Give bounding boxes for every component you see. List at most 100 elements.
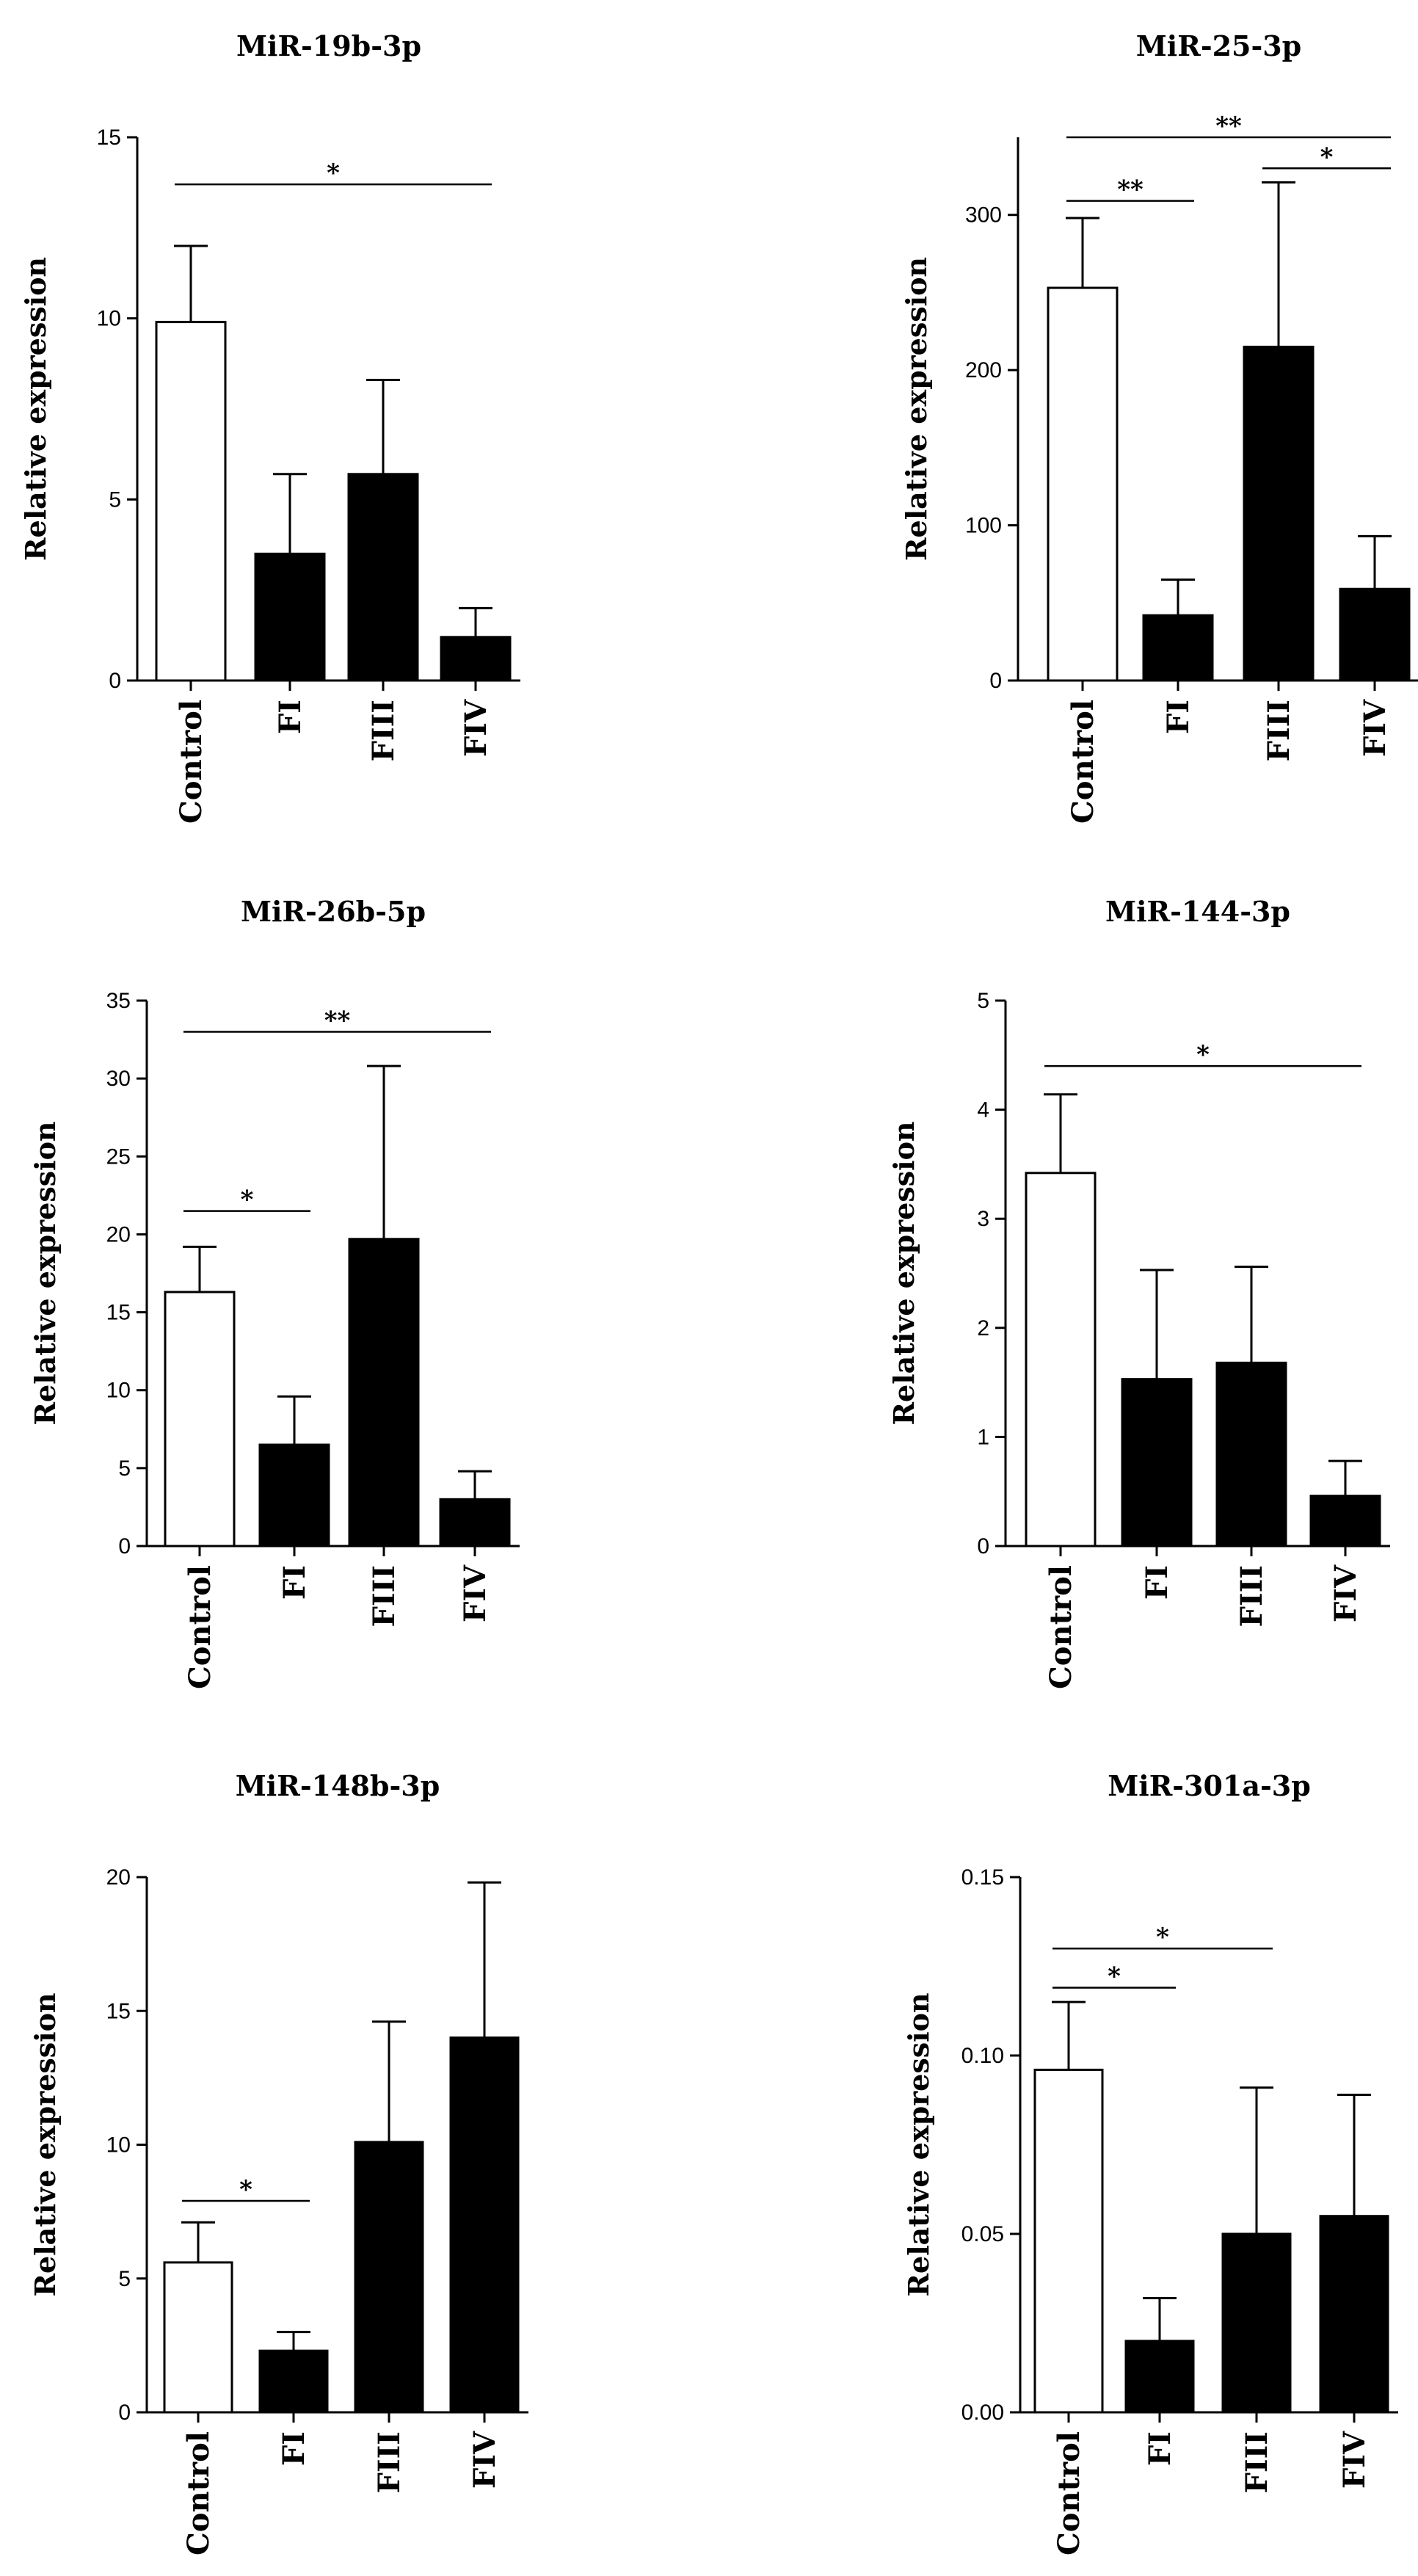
y-tick-label: 30 [106, 1067, 131, 1091]
bar-fiii [1221, 2232, 1292, 2414]
chart-panel-4: MiR-144-3p Relative expression 0 1 2 3 4 5 Contr… [887, 895, 1390, 1689]
chart-title: MiR-19b-3p [236, 29, 421, 62]
bar-fiii [347, 473, 419, 682]
chart-title: MiR-148b-3p [236, 1769, 440, 1802]
y-tick-label: 0 [109, 669, 121, 693]
y-tick-label: 20 [106, 1222, 131, 1247]
significance-label: * [1320, 142, 1334, 172]
significance-label: * [1156, 1923, 1169, 1952]
x-tick-label: FIV [1358, 699, 1392, 757]
x-tick-label: Control [1066, 700, 1100, 824]
y-tick-label: 300 [965, 203, 1002, 228]
significance-label: * [1108, 1962, 1121, 1992]
bar-fiv [1309, 1495, 1381, 1548]
y-tick-label: 10 [106, 2133, 131, 2158]
y-tick-label: 10 [106, 1379, 131, 1403]
bar-control [163, 2261, 233, 2414]
chart-panel-5: MiR-148b-3p Relative expression 0 5 10 15 20 Co… [29, 1769, 528, 2555]
significance-label: ** [1117, 175, 1144, 205]
bar-fiii [348, 1238, 420, 1548]
y-tick-label: 4 [977, 1098, 989, 1122]
chart-title: MiR-301a-3p [1108, 1769, 1311, 1802]
y-tick-label: 35 [106, 989, 131, 1013]
y-tick-label: 0.10 [961, 2044, 1004, 2068]
x-tick-label: FI [277, 2431, 311, 2466]
y-tick-label: 15 [97, 126, 121, 150]
bar-control [1025, 1172, 1097, 1548]
bar-fiv [1339, 587, 1411, 682]
y-tick-label: 5 [977, 989, 989, 1013]
x-tick-label: FI [277, 1565, 312, 1600]
x-tick-label: FIV [1337, 2431, 1372, 2489]
x-tick-label: Control [1052, 2431, 1086, 2555]
y-tick-label: 100 [965, 514, 1002, 538]
bar-control [1033, 2068, 1104, 2414]
y-axis-label: Relative expression [900, 257, 933, 561]
chart-panel-2: MiR-25-3p Relative expression 0 100 200 300 Co… [900, 29, 1418, 824]
bar-fiv [1319, 2215, 1389, 2414]
x-tick-label: FIV [1328, 1564, 1363, 1622]
bar-fi [1121, 1378, 1193, 1548]
y-tick-label: 5 [118, 1456, 131, 1481]
y-tick-label: 200 [965, 358, 1002, 382]
significance-label: * [327, 159, 340, 188]
y-tick-label: 10 [97, 307, 121, 331]
y-axis-label: Relative expression [29, 1121, 62, 1425]
bar-fi [1142, 614, 1214, 682]
bar-fi [1124, 2340, 1195, 2414]
y-tick-label: 0.15 [961, 1865, 1004, 1890]
bar-fi [258, 1443, 330, 1548]
bar-fi [254, 552, 326, 682]
x-tick-label: FIII [1262, 700, 1296, 762]
x-tick-label: FIII [367, 1565, 401, 1628]
bar-fiv [440, 636, 512, 682]
significance-label: * [241, 1186, 254, 1215]
y-tick-label: 0 [989, 669, 1002, 693]
chart-title: MiR-26b-5p [241, 895, 426, 928]
y-tick-label: 1 [977, 1425, 989, 1449]
y-tick-label: 20 [106, 1865, 131, 1890]
y-tick-label: 2 [977, 1316, 989, 1340]
x-tick-label: FIII [366, 700, 401, 762]
bar-fiii [354, 2141, 424, 2414]
bar-fiv [439, 1498, 511, 1548]
bar-control [155, 321, 227, 682]
y-tick-label: 15 [106, 1999, 131, 2023]
y-axis-label: Relative expression [887, 1121, 920, 1425]
bar-control [164, 1291, 236, 1548]
bar-control [1047, 286, 1119, 682]
x-tick-label: FI [1140, 1565, 1174, 1600]
x-tick-label: FIII [1240, 2431, 1274, 2494]
x-tick-label: Control [174, 700, 208, 824]
chart-panel-3: MiR-26b-5p Relative expression 0 5 10 15 20 25 3… [29, 895, 520, 1689]
y-tick-label: 0 [118, 2401, 131, 2425]
x-tick-label: FI [1143, 2431, 1177, 2466]
x-tick-label: FIII [1235, 1565, 1269, 1628]
significance-label: * [239, 2175, 252, 2205]
chart-panel-6: MiR-301a-3p Relative expression 0.00 0.05 0.… [902, 1769, 1398, 2555]
x-tick-label: FIII [372, 2431, 407, 2494]
x-tick-label: FIV [458, 1564, 492, 1622]
y-tick-label: 5 [118, 2267, 131, 2291]
y-axis-label: Relative expression [29, 1992, 62, 2296]
x-tick-label: FI [273, 700, 308, 734]
bar-fi [258, 2349, 329, 2414]
x-tick-label: FIV [468, 2431, 502, 2489]
y-tick-label: 0 [118, 1534, 131, 1559]
x-tick-label: FI [1161, 700, 1196, 734]
y-tick-label: 15 [106, 1301, 131, 1325]
y-tick-label: 0 [977, 1534, 989, 1559]
y-axis-label: Relative expression [902, 1992, 935, 2296]
bar-fiii [1215, 1361, 1287, 1548]
bar-fiv [449, 2036, 520, 2414]
chart-title: MiR-144-3p [1105, 895, 1290, 928]
y-tick-label: 5 [109, 487, 121, 512]
y-tick-label: 3 [977, 1207, 989, 1231]
x-tick-label: Control [183, 1565, 217, 1689]
y-tick-label: 25 [106, 1144, 131, 1169]
chart-title: MiR-25-3p [1136, 29, 1302, 62]
significance-label: * [1196, 1040, 1210, 1070]
significance-label: ** [324, 1006, 351, 1035]
x-tick-label: Control [181, 2431, 216, 2555]
